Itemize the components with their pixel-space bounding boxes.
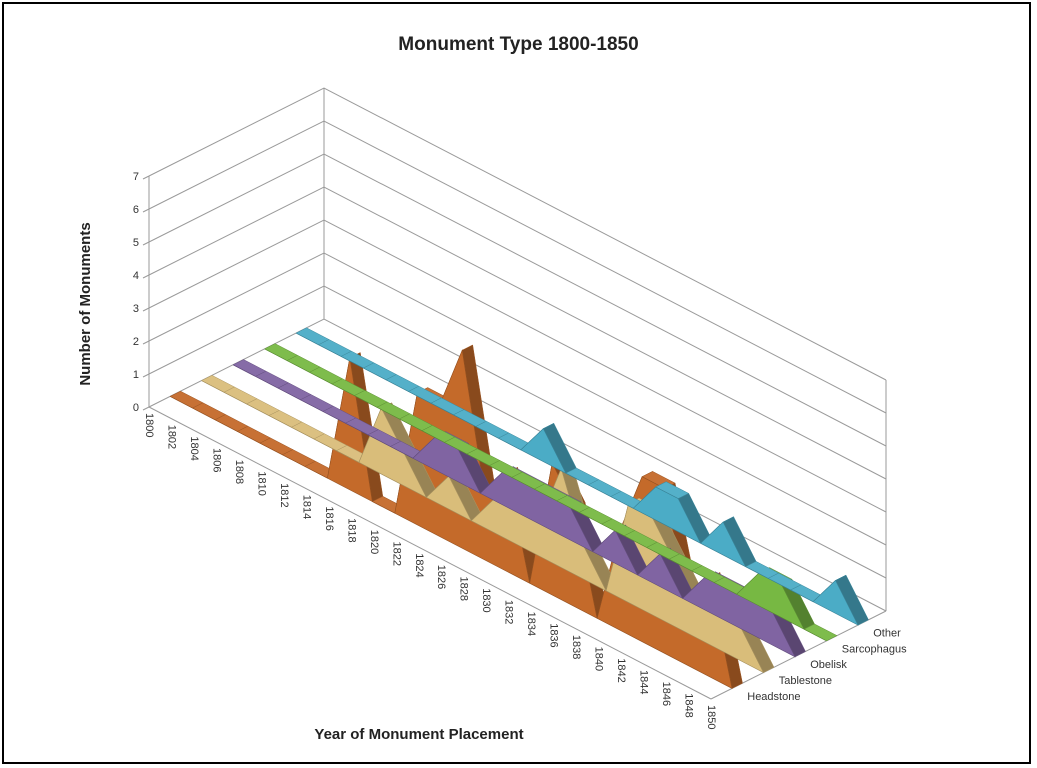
y-tick-mark — [142, 307, 150, 312]
y-tick-label: 3 — [133, 303, 139, 315]
x-tick-label: 1806 — [210, 448, 222, 472]
y-tick-mark — [142, 373, 150, 378]
x-tick-label: 1818 — [345, 518, 357, 542]
x-tick-label: 1804 — [188, 436, 200, 460]
area-front-face — [264, 348, 827, 642]
series-other — [295, 327, 869, 626]
area-front-face — [295, 332, 859, 626]
x-tick-label: 1800 — [143, 413, 155, 437]
y-tick-label: 5 — [133, 237, 139, 249]
series-sarcophagus — [263, 343, 838, 642]
chart-3d-area: 0 1 2 3 4 5 6 7 1800 1802 1804 1806 1808 1810 1812 181… — [77, 87, 907, 743]
y-tick-label: 6 — [133, 204, 139, 216]
x-tick-label: 1850 — [705, 705, 717, 729]
y-tick-label: 0 — [133, 402, 139, 414]
x-tick-label: 1848 — [683, 693, 695, 717]
y-tick-label: 4 — [133, 270, 139, 282]
x-tick-label: 1814 — [300, 495, 312, 519]
x-tick-label: 1836 — [548, 623, 560, 647]
x-tick-label: 1816 — [323, 506, 335, 530]
y-tick-label: 2 — [133, 336, 139, 348]
y-tick-label: 1 — [133, 369, 139, 381]
series-layer — [169, 327, 869, 689]
y-tick-mark — [142, 241, 150, 246]
y-tick-label: 7 — [133, 171, 139, 183]
y-tick-mark — [142, 406, 150, 411]
y-tick-mark — [142, 340, 150, 345]
x-axis-label: Year of Monument Placement — [314, 726, 523, 743]
area-top-face — [803, 623, 838, 642]
x-axis-ticks: 1800 1802 1804 1806 1808 1810 1812 1814 1816 1818… — [143, 413, 717, 729]
y-axis-ticks: 0 1 2 3 4 5 6 7 — [133, 171, 150, 414]
x-tick-label: 1812 — [278, 483, 290, 507]
x-tick-label: 1808 — [233, 460, 245, 484]
depth-label-other: Other — [873, 627, 901, 639]
x-tick-label: 1822 — [390, 542, 402, 566]
x-tick-label: 1832 — [503, 600, 515, 624]
depth-label-obelisk: Obelisk — [810, 659, 847, 671]
chart-title: Monument Type 1800-1850 — [398, 34, 639, 55]
y-tick-mark — [142, 175, 150, 180]
x-tick-label: 1828 — [458, 577, 470, 601]
x-tick-label: 1834 — [525, 612, 537, 636]
series-depth-labels: Other Sarcophagus Obelisk Tablestone Headsto… — [747, 627, 907, 702]
y-tick-mark — [142, 208, 150, 213]
x-tick-label: 1840 — [593, 647, 605, 671]
depth-label-tablestone: Tablestone — [779, 675, 832, 687]
area-front-face — [169, 349, 733, 689]
x-tick-label: 1824 — [413, 553, 425, 577]
depth-label-headstone: Headstone — [747, 691, 800, 703]
x-tick-label: 1842 — [615, 658, 627, 682]
y-axis-label: Number of Monuments — [77, 222, 94, 385]
x-tick-label: 1810 — [255, 471, 267, 495]
gridline — [148, 87, 887, 381]
x-tick-label: 1830 — [480, 588, 492, 612]
y-tick-mark — [142, 274, 150, 279]
depth-label-sarcophagus: Sarcophagus — [842, 643, 907, 655]
x-tick-label: 1846 — [660, 682, 672, 706]
x-tick-label: 1820 — [368, 530, 380, 554]
x-tick-label: 1802 — [166, 425, 178, 449]
x-tick-label: 1838 — [570, 635, 582, 659]
axis-line — [148, 406, 712, 700]
x-tick-label: 1826 — [435, 565, 447, 589]
x-tick-label: 1844 — [638, 670, 650, 694]
series-obelisk — [232, 359, 806, 658]
